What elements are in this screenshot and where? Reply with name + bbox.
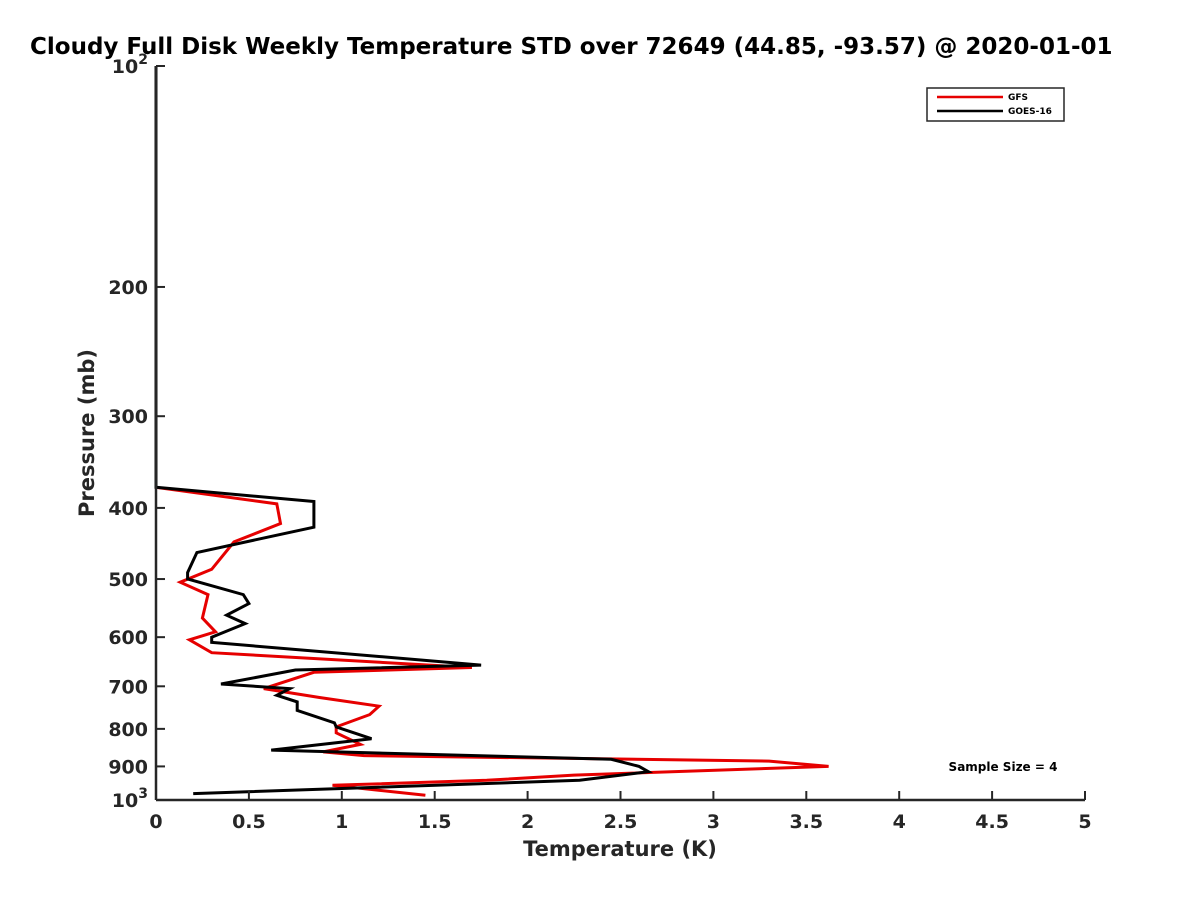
legend-label: GFS bbox=[1008, 93, 1028, 103]
chart-title: Cloudy Full Disk Weekly Temperature STD … bbox=[30, 34, 1113, 60]
sample-size-annotation: Sample Size = 4 bbox=[949, 760, 1058, 774]
y-tick-label: 102 bbox=[112, 52, 148, 78]
x-tick-label: 0 bbox=[149, 811, 162, 833]
y-tick-label: 200 bbox=[108, 277, 148, 299]
series-group bbox=[154, 66, 829, 797]
y-tick-label: 500 bbox=[108, 569, 148, 591]
series-line-goes-16 bbox=[154, 66, 654, 796]
x-axis-label: Temperature (K) bbox=[523, 837, 717, 861]
y-ticks: 102 200 300 400 500 600 700 800 900 103 bbox=[108, 52, 165, 812]
x-tick-label: 3 bbox=[707, 811, 720, 833]
legend-label: GOES-16 bbox=[1008, 107, 1052, 117]
x-tick-label: 4 bbox=[893, 811, 906, 833]
series-line-gfs bbox=[154, 66, 829, 797]
y-axis-label: Pressure (mb) bbox=[75, 349, 99, 517]
x-tick-label: 4.5 bbox=[975, 811, 1009, 833]
y-tick-label: 300 bbox=[108, 406, 148, 428]
legend: GFS GOES-16 bbox=[926, 87, 1065, 122]
axes bbox=[154, 66, 1085, 802]
x-ticks: 0 0.5 1 1.5 2 2.5 3 3.5 4 4.5 5 bbox=[149, 791, 1092, 833]
y-tick-label: 400 bbox=[108, 498, 148, 520]
legend-box bbox=[926, 87, 1065, 122]
y-tick-label: 700 bbox=[108, 676, 148, 698]
x-tick-label: 3.5 bbox=[789, 811, 823, 833]
x-tick-label: 1 bbox=[335, 811, 348, 833]
x-tick-label: 5 bbox=[1078, 811, 1091, 833]
x-tick-label: 1.5 bbox=[418, 811, 452, 833]
y-tick-label: 600 bbox=[108, 627, 148, 649]
x-tick-label: 0.5 bbox=[232, 811, 266, 833]
y-tick-label: 900 bbox=[108, 756, 148, 778]
x-tick-label: 2.5 bbox=[604, 811, 638, 833]
y-tick-label: 103 bbox=[112, 786, 148, 812]
x-tick-label: 2 bbox=[521, 811, 534, 833]
y-tick-label: 800 bbox=[108, 719, 148, 741]
